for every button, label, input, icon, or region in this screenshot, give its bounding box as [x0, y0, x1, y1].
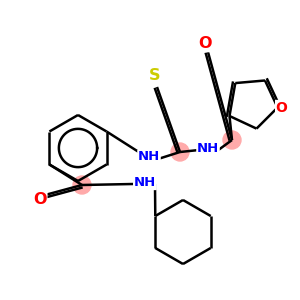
Circle shape — [171, 143, 189, 161]
Circle shape — [73, 176, 91, 194]
Text: O: O — [198, 37, 212, 52]
Text: NH: NH — [134, 176, 156, 190]
Text: O: O — [33, 193, 47, 208]
Text: O: O — [276, 100, 287, 115]
Text: S: S — [149, 68, 161, 83]
Text: NH: NH — [138, 151, 160, 164]
Text: NH: NH — [197, 142, 219, 155]
Circle shape — [223, 131, 241, 149]
